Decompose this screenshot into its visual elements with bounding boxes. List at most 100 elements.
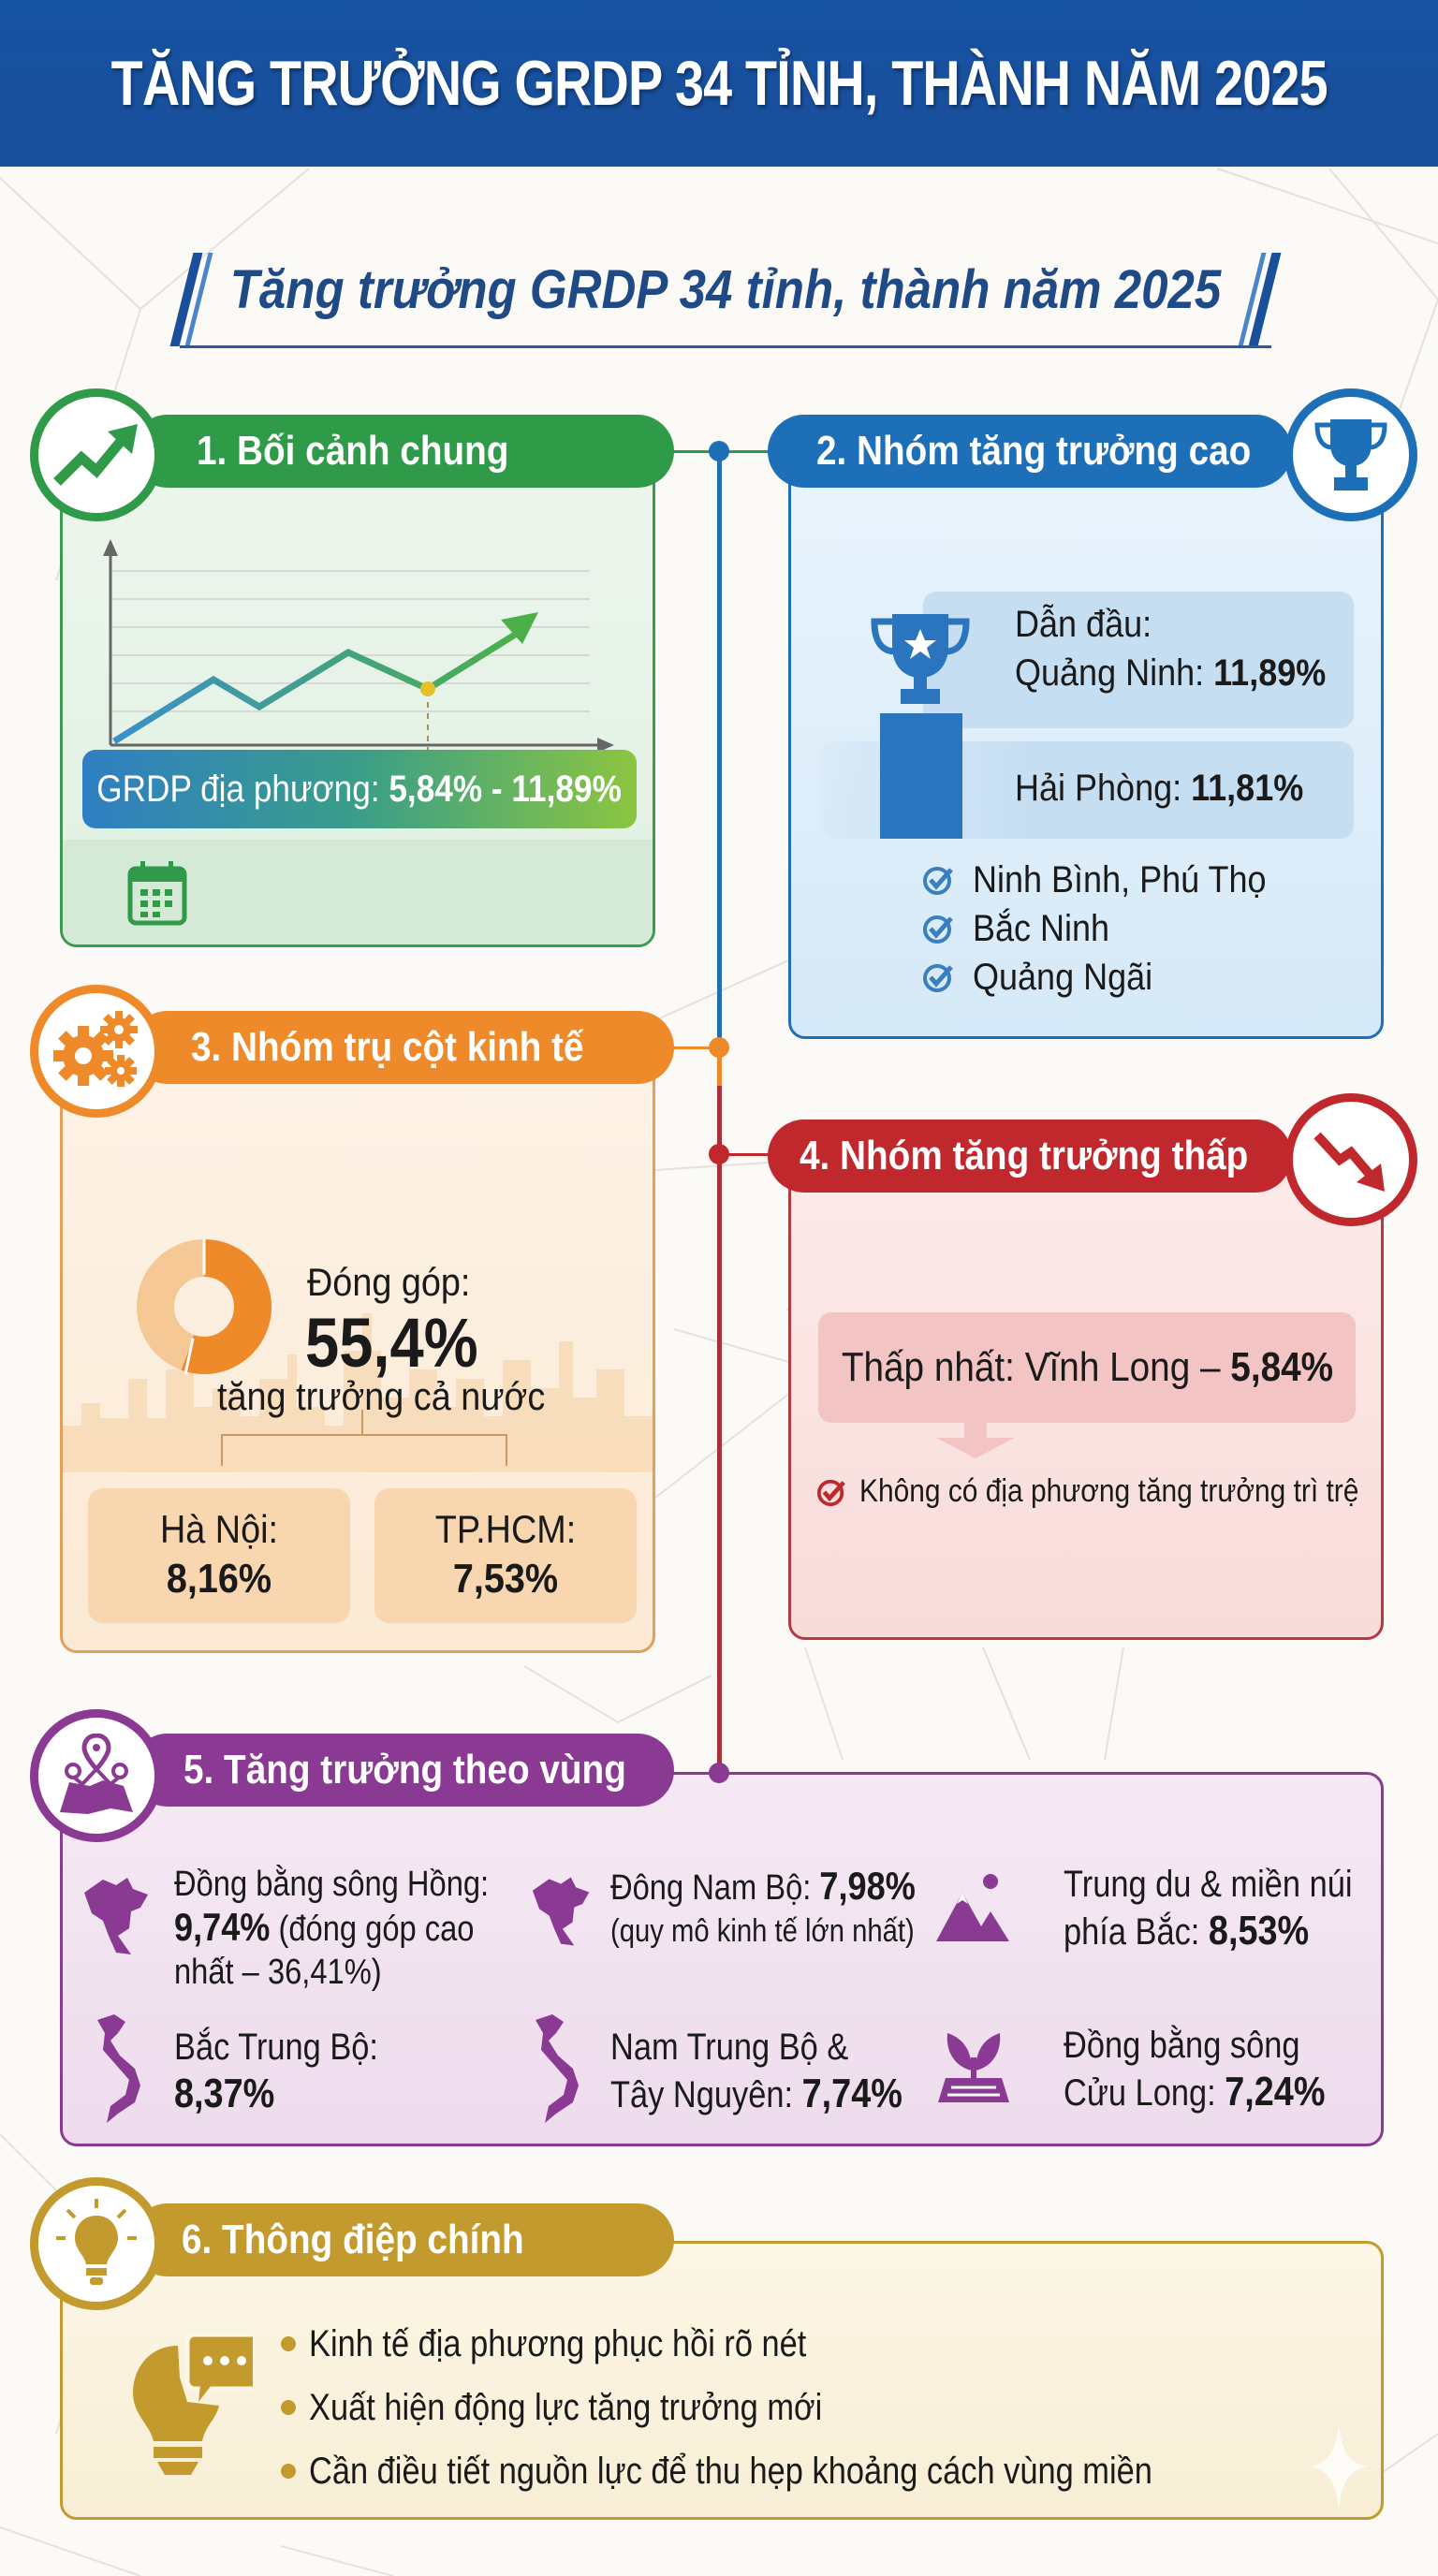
region-northern-midlands-value: 8,53% — [1208, 1908, 1310, 1954]
list-item: Quảng Ngãi — [922, 953, 1299, 1002]
sprout-icon — [938, 2033, 1009, 2102]
region-southeast-value: 7,98% — [819, 1864, 916, 1908]
map-southeast-icon — [532, 1877, 590, 1946]
list-item: Kinh tế địa phương phục hồi rõ nét — [281, 2312, 1290, 2376]
section5-title: 5. Tăng trưởng theo vùng — [183, 1747, 626, 1793]
list-item: Xuất hiện động lực tăng trưởng mới — [281, 2376, 1290, 2439]
grdp-range-value: 5,84% - 11,89% — [389, 768, 623, 810]
section4-title-banner: 4. Nhóm tăng trưởng thấp — [768, 1120, 1292, 1193]
section4-title: 4. Nhóm tăng trưởng thấp — [800, 1133, 1249, 1178]
leader-label: Dẫn đầu: — [1015, 604, 1152, 645]
subtitle-underline — [180, 345, 1271, 348]
connector-dot-3 — [709, 1037, 729, 1058]
calendar-icon — [127, 861, 187, 926]
check-circle-icon — [923, 964, 953, 992]
list-item: Bắc Ninh — [922, 904, 1299, 953]
idea-chat-icon — [133, 2332, 253, 2475]
section3-title-banner: 3. Nhóm trụ cột kinh tế — [131, 1011, 674, 1084]
subtitle-text: Tăng trưởng GRDP 34 tỉnh, thành năm 2025 — [229, 259, 1222, 320]
region-north-central-value: 8,37% — [174, 2071, 275, 2116]
city-hanoi-value: 8,16% — [166, 1556, 272, 1602]
section6-title-banner: 6. Thông điệp chính — [131, 2203, 674, 2276]
contribution-value: 55,4% — [305, 1304, 478, 1382]
section1-title-banner: 1. Bối cảnh chung — [131, 415, 674, 488]
page-title: TĂNG TRƯỞNG GRDP 34 TỈNH, THÀNH NĂM 2025 — [110, 48, 1328, 119]
mountain-icon — [936, 1874, 1009, 1941]
region-south-central: Nam Trung Bộ & Tây Nguyên: 7,74% — [610, 2027, 902, 2116]
gears-icon — [30, 985, 163, 1118]
bullet-dot-icon — [281, 2336, 296, 2351]
section1-note-band — [63, 840, 653, 944]
region-mekong: Đồng bằng sông Cửu Long: 7,24% — [1064, 2025, 1326, 2115]
region-south-central-value: 7,74% — [801, 2071, 902, 2116]
connector-h-2 — [655, 1046, 721, 1049]
other-high-growth-list: Ninh Bình, Phú Thọ Bắc Ninh Quảng Ngãi — [922, 856, 1299, 1002]
region-northern-midlands: Trung du & miền núi phía Bắc: 8,53% — [1064, 1864, 1353, 1954]
map-north-icon — [84, 1878, 148, 1954]
connector-line-orange — [717, 1048, 722, 1086]
section1-card — [60, 440, 655, 947]
section5-title-banner: 5. Tăng trưởng theo vùng — [131, 1734, 674, 1807]
tree-connector — [361, 1410, 363, 1434]
section5-card — [60, 1772, 1384, 2146]
page-header: TĂNG TRƯỞNG GRDP 34 TỈNH, THÀNH NĂM 2025 — [0, 0, 1438, 167]
city-card-hanoi: Hà Nội: 8,16% — [88, 1488, 350, 1623]
tree-connector — [221, 1434, 507, 1466]
connector-dot-5 — [709, 1763, 729, 1783]
map-pins-icon — [30, 1709, 163, 1842]
section6-card — [60, 2241, 1384, 2520]
lowest-panel: Thấp nhất: Vĩnh Long – 5,84% — [818, 1312, 1356, 1423]
leader-entry: Quảng Ninh: 11,89% — [1015, 652, 1327, 694]
connector-h-4 — [721, 1153, 786, 1156]
region-mekong-value: 7,24% — [1225, 2069, 1326, 2115]
list-item: Ninh Bình, Phú Thọ — [922, 856, 1299, 904]
podium-block — [880, 713, 962, 839]
check-circle-icon — [816, 1479, 845, 1506]
city-hcm-value: 7,53% — [452, 1556, 559, 1602]
connector-dot-4 — [709, 1144, 729, 1164]
region-north-central: Bắc Trung Bộ: 8,37% — [174, 2027, 378, 2116]
region-red-river-value: 9,74% — [174, 1905, 271, 1949]
city-hcm-label: TP.HCM: — [434, 1507, 577, 1551]
gdp-trend-chart — [103, 539, 614, 777]
contribution-label: Đóng góp: — [307, 1260, 471, 1304]
map-vietnam-icon — [97, 2014, 140, 2123]
city-skyline-decor — [63, 1313, 653, 1472]
trend-up-icon — [30, 388, 163, 521]
check-circle-icon — [923, 867, 953, 895]
down-arrow-icon — [936, 1421, 1015, 1458]
trophy-star-icon — [871, 614, 970, 704]
city-hanoi-label: Hà Nội: — [159, 1507, 279, 1551]
contribution-desc: tăng trưởng cả nước — [217, 1374, 546, 1418]
region-red-river: Đồng bằng sông Hồng: 9,74% (đóng góp cao… — [174, 1865, 490, 1992]
bullet-dot-icon — [281, 2464, 296, 2479]
map-vietnam-icon — [536, 2014, 579, 2123]
section2-title: 2. Nhóm tăng trưởng cao — [816, 428, 1252, 474]
connector-line-red — [717, 1086, 722, 1774]
list-item: Cần điều tiết nguồn lực để thu hẹp khoản… — [281, 2439, 1290, 2503]
bullet-dot-icon — [281, 2400, 296, 2415]
connector-dot-1 — [709, 441, 729, 461]
section2-title-banner: 2. Nhóm tăng trưởng cao — [768, 415, 1292, 488]
connector-line-blue — [717, 451, 722, 1050]
trend-down-icon — [1284, 1093, 1417, 1226]
leader-value: 11,89% — [1213, 652, 1327, 694]
key-messages-list: Kinh tế địa phương phục hồi rõ nét Xuất … — [281, 2312, 1290, 2503]
region-southeast: Đông Nam Bộ: 7,98% (quy mô kinh tế lớn n… — [610, 1864, 916, 1950]
subtitle-banner: Tăng trưởng GRDP 34 tỉnh, thành năm 2025 — [159, 245, 1292, 348]
grdp-range-bar: GRDP địa phương: 5,84% - 11,89% — [82, 750, 637, 828]
check-circle-icon — [923, 915, 953, 944]
trophy-icon — [1284, 388, 1417, 521]
sparkle-decor-icon — [1311, 2424, 1367, 2509]
city-card-hcm: TP.HCM: 7,53% — [374, 1488, 637, 1623]
second-entry: Hải Phòng: 11,81% — [1015, 768, 1304, 809]
contribution-donut-chart — [137, 1239, 271, 1375]
no-stagnation-note: Không có địa phương tăng trưởng trì trệ — [816, 1473, 1427, 1510]
section1-title: 1. Bối cảnh chung — [197, 428, 509, 474]
second-value: 11,81% — [1191, 768, 1304, 809]
leader-panel — [923, 592, 1354, 728]
section6-title: 6. Thông điệp chính — [182, 2217, 524, 2262]
section3-title: 3. Nhóm trụ cột kinh tế — [191, 1024, 584, 1070]
lightbulb-icon — [30, 2177, 163, 2310]
lowest-value: 5,84% — [1229, 1344, 1333, 1390]
